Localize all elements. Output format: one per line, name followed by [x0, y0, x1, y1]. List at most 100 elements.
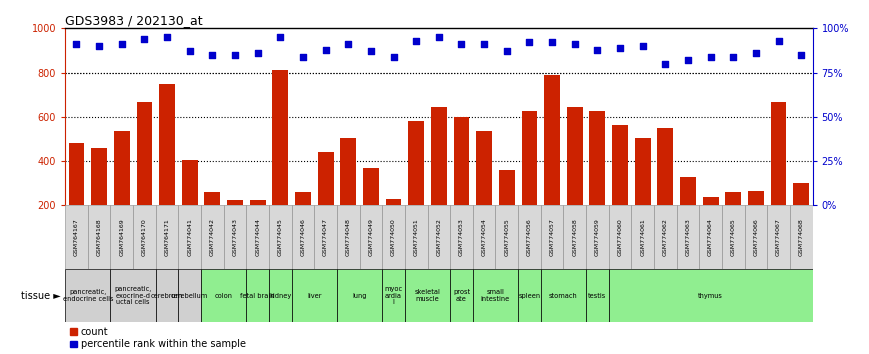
Bar [767, 205, 790, 269]
Bar [292, 205, 315, 269]
Bar [405, 205, 428, 269]
Text: GSM774050: GSM774050 [391, 218, 396, 256]
Bar [382, 269, 405, 322]
Bar [182, 160, 197, 250]
Point [70, 41, 83, 47]
Bar [677, 205, 700, 269]
Bar [382, 205, 405, 269]
Text: GSM774057: GSM774057 [549, 218, 554, 256]
Bar [608, 205, 632, 269]
Bar [114, 131, 129, 250]
Point [137, 36, 151, 42]
Text: GSM764167: GSM764167 [74, 218, 79, 256]
Bar [318, 152, 334, 250]
Bar [771, 102, 786, 250]
Bar [586, 269, 608, 322]
Text: GSM774060: GSM774060 [618, 218, 622, 256]
Bar [454, 117, 469, 250]
Point [432, 34, 446, 40]
Text: small
intestine: small intestine [481, 289, 510, 302]
Bar [360, 205, 382, 269]
Bar [748, 191, 764, 250]
Bar [246, 269, 269, 322]
Bar [341, 138, 356, 250]
Text: GSM774064: GSM774064 [708, 218, 713, 256]
Bar [541, 269, 586, 322]
Bar [204, 193, 221, 250]
Bar [431, 107, 447, 250]
Bar [178, 269, 201, 322]
Text: pancreatic,
endocrine cells: pancreatic, endocrine cells [63, 289, 113, 302]
Bar [223, 205, 246, 269]
Point [794, 52, 808, 58]
Text: GSM774056: GSM774056 [527, 218, 532, 256]
Text: GSM774062: GSM774062 [663, 218, 667, 256]
Text: GSM764169: GSM764169 [119, 218, 124, 256]
Bar [269, 269, 292, 322]
Text: stomach: stomach [549, 293, 578, 298]
Bar [178, 205, 201, 269]
Point [704, 54, 718, 59]
Text: GSM774059: GSM774059 [595, 218, 600, 256]
Text: cerebellum: cerebellum [171, 293, 209, 298]
Bar [589, 111, 606, 250]
Text: GSM774068: GSM774068 [799, 218, 804, 256]
Text: GSM774065: GSM774065 [731, 218, 736, 256]
Text: GSM774047: GSM774047 [323, 218, 328, 256]
Point [726, 54, 740, 59]
Point [454, 41, 468, 47]
Text: testis: testis [588, 293, 607, 298]
Bar [156, 205, 178, 269]
Bar [201, 205, 223, 269]
Bar [726, 193, 741, 250]
Bar [473, 269, 518, 322]
Bar [634, 138, 651, 250]
Bar [227, 200, 243, 250]
Text: GDS3983 / 202130_at: GDS3983 / 202130_at [65, 14, 202, 27]
Bar [159, 84, 175, 250]
Point [228, 52, 242, 58]
Bar [156, 269, 178, 322]
Text: pancreatic,
exocrine-d
uctal cells: pancreatic, exocrine-d uctal cells [115, 286, 152, 305]
Point [477, 41, 491, 47]
Point [613, 45, 627, 51]
Point [522, 40, 536, 45]
Point [160, 34, 174, 40]
Text: fetal brain: fetal brain [241, 293, 275, 298]
Text: skeletal
muscle: skeletal muscle [415, 289, 441, 302]
Text: tissue ►: tissue ► [21, 291, 61, 301]
Bar [700, 205, 722, 269]
Bar [632, 205, 654, 269]
Text: colon: colon [215, 293, 233, 298]
Bar [499, 170, 514, 250]
Point [182, 48, 196, 54]
Bar [521, 111, 537, 250]
Text: GSM774054: GSM774054 [481, 218, 487, 256]
Text: GSM774044: GSM774044 [255, 218, 260, 256]
Bar [790, 205, 813, 269]
Bar [793, 183, 809, 250]
Bar [110, 205, 133, 269]
Bar [608, 269, 813, 322]
Bar [541, 205, 563, 269]
Point [681, 57, 695, 63]
Point [364, 48, 378, 54]
Bar [473, 205, 495, 269]
Bar [337, 205, 360, 269]
Point [205, 52, 219, 58]
Bar [612, 125, 628, 250]
Point [92, 43, 106, 49]
Text: GSM774061: GSM774061 [640, 218, 645, 256]
Bar [88, 205, 110, 269]
Point [251, 50, 265, 56]
Point [500, 48, 514, 54]
Bar [246, 205, 269, 269]
Text: GSM774067: GSM774067 [776, 218, 781, 256]
Bar [405, 269, 450, 322]
Bar [722, 205, 745, 269]
Bar [680, 177, 696, 250]
Bar [450, 205, 473, 269]
Bar [563, 205, 586, 269]
Bar [745, 205, 767, 269]
Bar [363, 168, 379, 250]
